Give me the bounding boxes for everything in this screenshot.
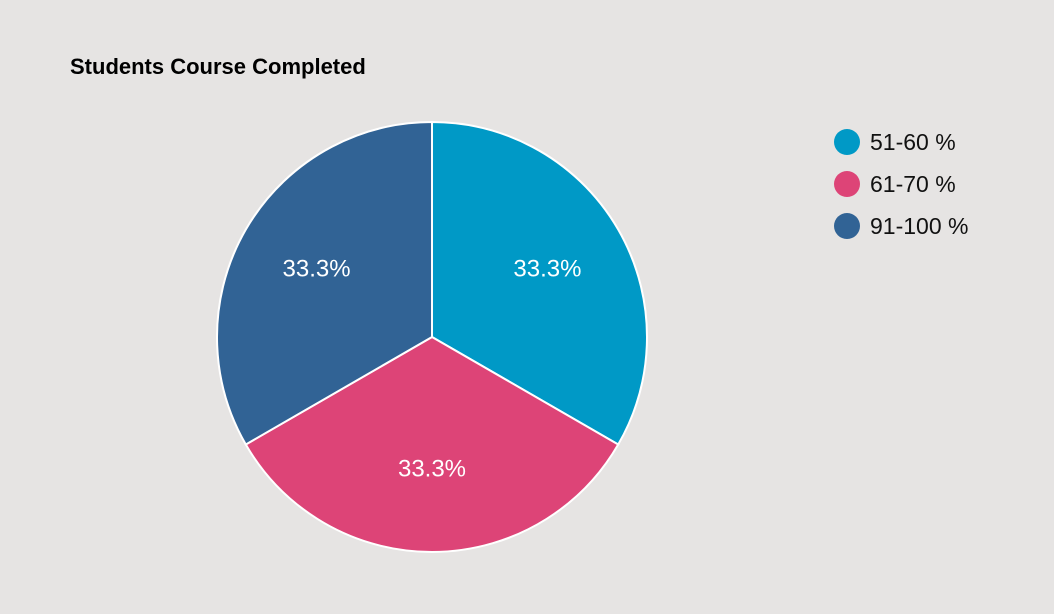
- chart-title: Students Course Completed: [70, 54, 366, 79]
- legend-item-61-70[interactable]: 61-70 %: [834, 163, 968, 205]
- legend-label: 61-70 %: [870, 171, 956, 197]
- legend: 51-60 % 61-70 % 91-100 %: [834, 121, 968, 247]
- slice-value-label: 33.3%: [283, 256, 351, 283]
- pie-slice-91-100[interactable]: [216, 120, 433, 446]
- legend-item-91-100[interactable]: 91-100 %: [834, 205, 968, 247]
- legend-label: 51-60 %: [870, 129, 956, 155]
- legend-swatch: [834, 171, 860, 197]
- legend-swatch: [834, 213, 860, 239]
- pie-slice-labels: 33.3% 33.3% 33.3%: [283, 256, 582, 483]
- slice-value-label: 33.3%: [398, 456, 466, 483]
- pie-slice-51-60[interactable]: [431, 120, 648, 446]
- legend-item-51-60[interactable]: 51-60 %: [834, 121, 968, 163]
- pie-slices: [216, 120, 648, 553]
- legend-swatch: [834, 129, 860, 155]
- slice-value-label: 33.3%: [513, 256, 581, 283]
- legend-label: 91-100 %: [870, 213, 969, 239]
- pie-slice-61-70[interactable]: [244, 335, 620, 553]
